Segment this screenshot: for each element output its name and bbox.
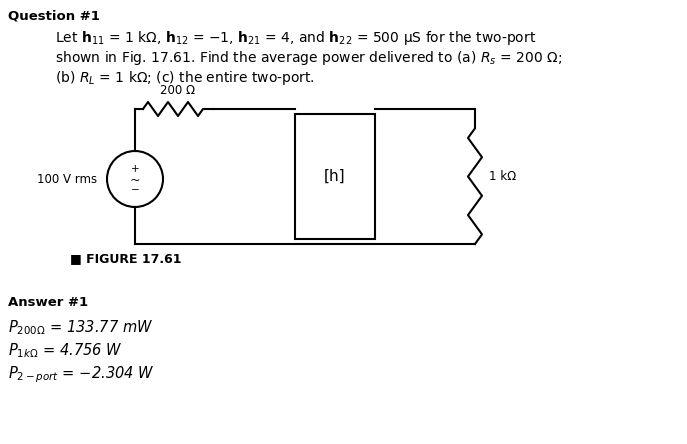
Text: ■ FIGURE 17.61: ■ FIGURE 17.61	[70, 252, 181, 265]
Text: Answer #1: Answer #1	[8, 296, 88, 309]
Text: Let $\mathbf{h}_{11}$ = 1 kΩ, $\mathbf{h}_{12}$ = −1, $\mathbf{h}_{21}$ = 4, and: Let $\mathbf{h}_{11}$ = 1 kΩ, $\mathbf{h…	[55, 29, 536, 47]
Text: [h]: [h]	[324, 169, 346, 184]
Text: +: +	[131, 164, 139, 174]
Text: ~: ~	[130, 174, 140, 186]
Text: −: −	[131, 185, 139, 195]
Text: 100 V rms: 100 V rms	[37, 173, 97, 186]
Text: $P_{200\Omega}$ = 133.77 mW: $P_{200\Omega}$ = 133.77 mW	[8, 318, 153, 337]
Text: shown in Fig. 17.61. Find the average power delivered to (a) $R_s$ = 200 Ω;: shown in Fig. 17.61. Find the average po…	[55, 49, 562, 67]
Text: 1 kΩ: 1 kΩ	[489, 170, 516, 183]
Bar	[295, 114, 375, 239]
Text: 200 Ω: 200 Ω	[161, 84, 196, 97]
Text: Question #1: Question #1	[8, 9, 100, 22]
Text: $P_{2-port}$ = −2.304 W: $P_{2-port}$ = −2.304 W	[8, 364, 155, 385]
Text: $P_{1k\Omega}$ = 4.756 W: $P_{1k\Omega}$ = 4.756 W	[8, 341, 122, 360]
Text: (b) $R_L$ = 1 kΩ; (c) the entire two-port.: (b) $R_L$ = 1 kΩ; (c) the entire two-por…	[55, 69, 315, 87]
